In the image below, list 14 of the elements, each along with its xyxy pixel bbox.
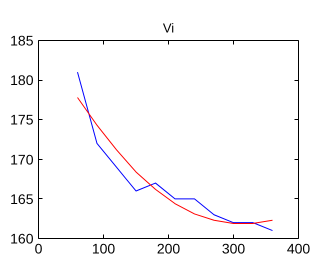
line-series xyxy=(77,72,273,232)
y-tick-label: 180 xyxy=(10,72,34,88)
x-tick-label: 0 xyxy=(34,240,43,256)
x-tick-label: 100 xyxy=(92,240,116,256)
y-tick-label: 160 xyxy=(10,230,34,246)
chart-title: Vi xyxy=(162,20,174,36)
y-tick-label: 170 xyxy=(10,151,34,168)
y-tick-label: 185 xyxy=(10,32,34,48)
y-tick-label: 175 xyxy=(10,112,34,128)
x-tick-label: 200 xyxy=(156,240,180,256)
line-series xyxy=(77,97,273,224)
x-tick-label: 300 xyxy=(222,240,246,256)
x-tick-label: 400 xyxy=(286,240,310,256)
y-tick-label: 165 xyxy=(10,190,34,207)
